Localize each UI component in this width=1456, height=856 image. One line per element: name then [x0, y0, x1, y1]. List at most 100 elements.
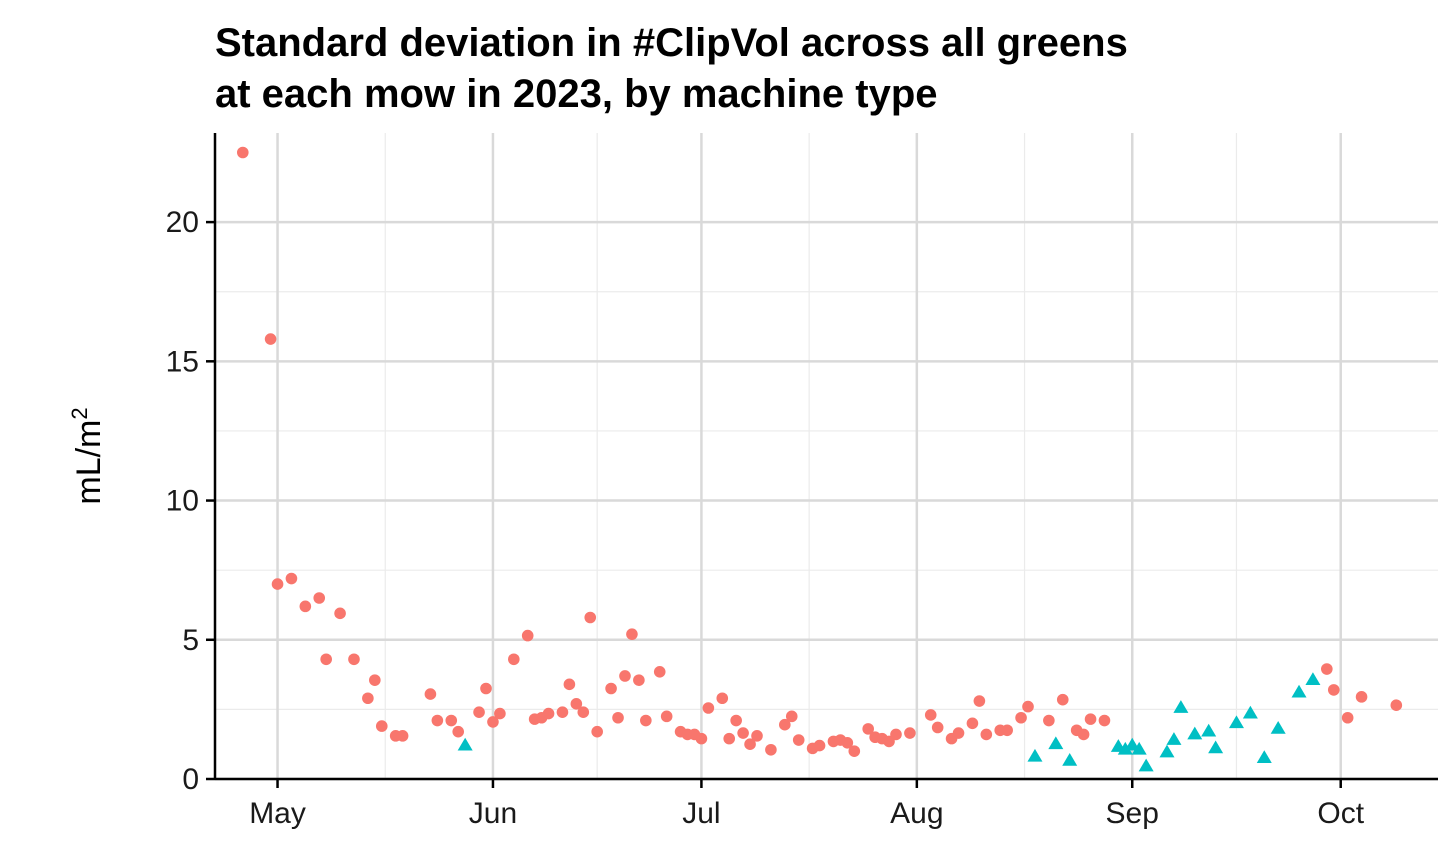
data-point-circle [452, 725, 465, 738]
data-point-circle [431, 714, 444, 727]
x-tick-label: Jul [682, 797, 720, 830]
data-point-triangle [1159, 744, 1175, 758]
data-point-circle [369, 674, 381, 686]
data-point-circle [271, 578, 284, 590]
data-point-circle [1390, 699, 1403, 712]
data-point-triangle [1173, 700, 1189, 713]
data-point-circle [1022, 700, 1034, 713]
data-point-circle [702, 702, 715, 714]
data-point-circle [695, 732, 708, 745]
x-axis-ticks: May Jun Jul Aug Sep Oct [249, 779, 1365, 830]
data-point-circle [633, 674, 645, 686]
data-point-circle [904, 727, 916, 739]
data-point-circle [445, 714, 458, 727]
data-point-circle [626, 628, 638, 641]
data-point-circle [591, 725, 603, 738]
data-point-circle [980, 728, 993, 741]
data-point-triangle [1048, 736, 1064, 750]
data-point-circle [1321, 663, 1333, 675]
minor-gridlines [215, 133, 1438, 779]
data-point-circle [348, 653, 360, 666]
y-tick-label: 5 [182, 624, 199, 657]
data-point-circle [605, 682, 617, 695]
data-point-circle [1056, 693, 1069, 706]
data-point-triangle [1305, 672, 1321, 686]
data-point-circle [813, 739, 826, 752]
data-point-circle [542, 707, 555, 720]
data-point-circle [779, 718, 791, 731]
data-point-circle [264, 333, 277, 345]
y-tick-label: 20 [166, 206, 199, 239]
data-point-circle [716, 692, 729, 705]
data-point-circle [1355, 691, 1368, 703]
data-point-circle [299, 600, 312, 613]
data-point-circle [1043, 714, 1055, 727]
data-point-circle [924, 709, 937, 721]
data-point-triangle [1256, 750, 1272, 763]
data-point-circle [1341, 711, 1354, 724]
y-tick-label: 0 [182, 763, 199, 796]
data-point-circle [653, 665, 666, 678]
data-point-circle [396, 730, 409, 742]
data-point-triangle [1208, 740, 1224, 754]
data-point-triangle [1124, 737, 1140, 751]
data-point-circle [487, 716, 499, 728]
y-axis-title-base: mL/m [70, 420, 108, 505]
data-point-circle [730, 714, 742, 727]
data-point-circle [862, 723, 874, 735]
data-point-circle [737, 727, 749, 739]
data-point-triangle [1027, 748, 1043, 762]
data-point-circle [375, 720, 388, 732]
data-point-circle [508, 653, 520, 666]
data-point-circle [890, 728, 902, 741]
data-point-circle [612, 711, 624, 724]
data-point-circle [751, 730, 763, 742]
major-gridlines [215, 133, 1438, 781]
data-point-circle [931, 721, 944, 734]
chart-title-line-2: at each mow in 2023, by machine type [215, 72, 938, 116]
data-point-circle [320, 653, 332, 666]
data-point-circle [362, 692, 374, 705]
x-tick-label: Aug [890, 797, 943, 830]
data-point-circle [1327, 684, 1340, 696]
data-point-circle [584, 611, 597, 624]
x-tick-label: Sep [1106, 797, 1159, 830]
data-point-triangle [1242, 705, 1258, 719]
data-point-circle [660, 710, 673, 723]
data-point-triangle [1201, 723, 1217, 737]
data-point-circle [334, 607, 346, 620]
x-tick-label: May [249, 797, 306, 830]
y-axis-title: mL/m2 [67, 407, 108, 504]
data-point-circle [640, 714, 652, 727]
data-point-triangle [1062, 753, 1078, 766]
x-tick-label: Oct [1317, 797, 1364, 830]
data-point-circle [424, 688, 437, 700]
data-point-circle [1015, 711, 1027, 724]
data-point-circle [952, 727, 965, 739]
data-point-triangle [1117, 741, 1133, 755]
data-point-circle [1001, 724, 1013, 737]
data-point-circle [570, 698, 583, 710]
data-point-circle [236, 146, 249, 159]
data-point-circle [1084, 713, 1097, 725]
data-point-triangle [1166, 732, 1182, 745]
data-point-triangle [1187, 726, 1203, 740]
data-point-circle [556, 706, 569, 718]
data-point-circle [966, 717, 979, 730]
data-point-triangle [1131, 741, 1147, 755]
data-point-circle [765, 743, 777, 756]
data-point-circle [473, 706, 485, 718]
x-tick-label: Jun [469, 797, 517, 830]
data-point-circle [577, 706, 590, 718]
data-point-circle [480, 682, 492, 695]
data-point-circle [1098, 714, 1111, 727]
y-axis-ticks: 0 5 10 15 20 [166, 206, 215, 796]
y-tick-label: 15 [166, 345, 199, 378]
data-point-circle [841, 737, 854, 749]
data-point-circle [313, 592, 326, 604]
data-point-circle [723, 732, 736, 745]
data-point-circle [848, 745, 861, 757]
data-point-triangle [457, 737, 473, 751]
data-point-circle [744, 738, 756, 750]
